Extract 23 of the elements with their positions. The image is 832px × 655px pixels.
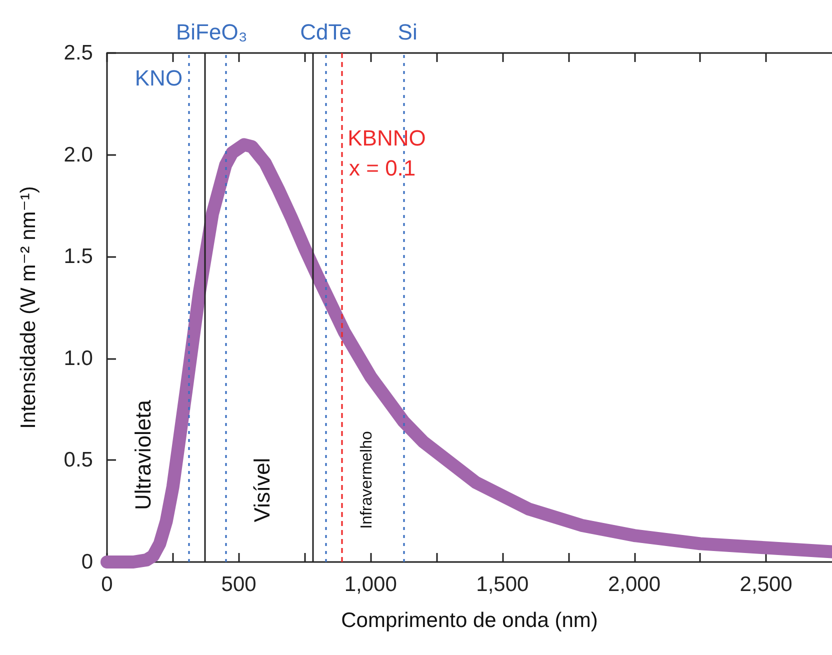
ref-line-label: BiFeO₃ (176, 20, 248, 44)
annotation: Visível (250, 458, 274, 522)
ref-line-label: KNO (134, 66, 183, 90)
annotation: Ultravioleta (130, 399, 156, 510)
ref-line-label: CdTe (300, 20, 352, 44)
annotation: x = 0.1 (349, 156, 416, 180)
x-tick-label: 1,000 (344, 573, 397, 596)
x-tick-label: 0 (101, 573, 113, 596)
x-tick-label: 500 (221, 573, 256, 596)
y-axis-title: Intensidade (W m⁻² nm⁻¹) (17, 186, 40, 429)
x-tick-label: 1,500 (476, 573, 529, 596)
x-axis-title: Comprimento de onda (nm) (341, 609, 598, 632)
y-tick-label: 1.0 (64, 346, 93, 370)
annotation: Infravermelho (358, 430, 376, 529)
x-tick-label: 2,500 (740, 573, 792, 596)
y-tick-label: 2.0 (64, 143, 93, 166)
y-tick-label: 0 (81, 550, 93, 574)
x-tick-label: 2,000 (608, 573, 661, 596)
y-tick-label: 1.5 (64, 245, 93, 268)
y-tick-label: 2.5 (64, 42, 93, 64)
y-tick-label: 0.5 (64, 448, 93, 472)
ref-line-label: KBNNO (348, 126, 426, 150)
ref-line-label: Si (398, 20, 418, 44)
